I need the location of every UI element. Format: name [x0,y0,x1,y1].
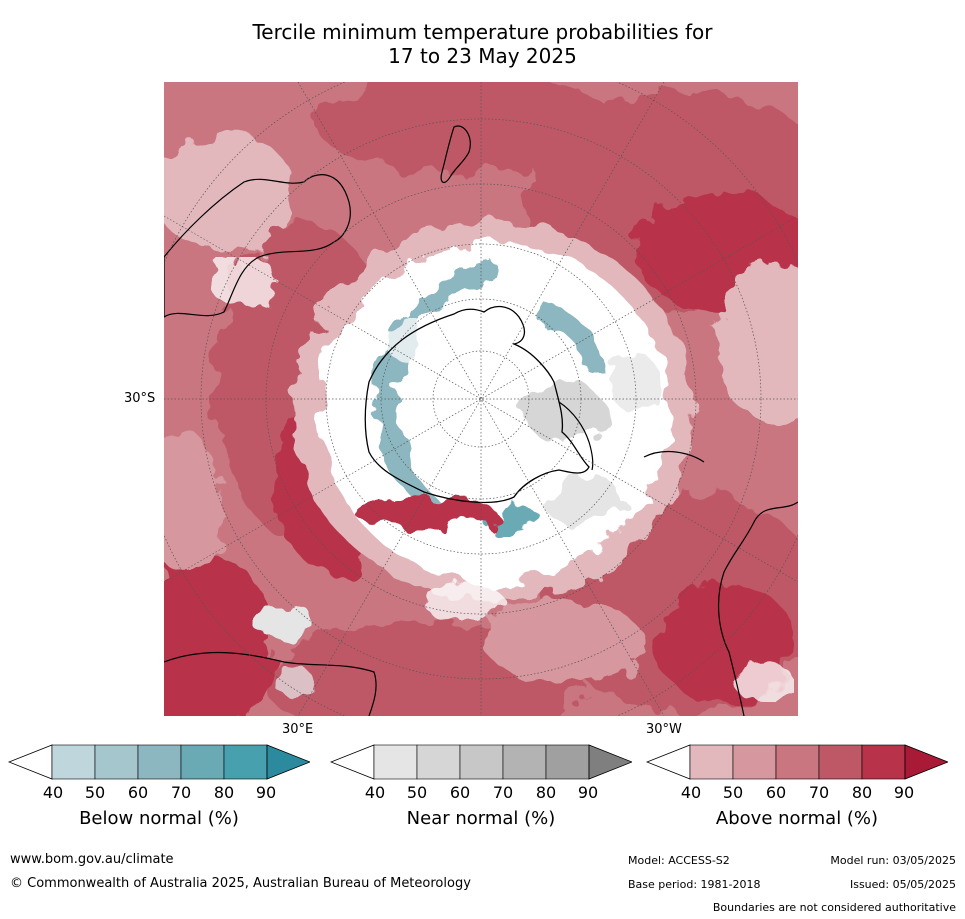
colorbar-above-normal [646,743,948,781]
tick-label: 50 [84,783,106,802]
colorbar-label-below: Below normal (%) [79,808,239,829]
title-line-1: Tercile minimum temperature probabilitie… [252,20,713,44]
colorbar-extend-high [588,744,632,780]
colorbar-near-normal [330,743,632,781]
tick-label: 60 [765,783,787,802]
base-period-text: Base period: 1981-2018 [628,878,761,891]
tick-label: 50 [406,783,428,802]
tick-label: 70 [170,783,192,802]
issued-text: Issued: 05/05/2025 [849,878,956,891]
colorbar-swatch [732,744,777,780]
colorbar-extend-high [904,744,948,780]
tick-label: 90 [255,783,277,802]
colorbar-swatch [459,744,504,780]
probability-map [134,53,844,745]
colorbar-swatch [94,744,139,780]
colorbar-swatch [416,744,461,780]
tick-label: 80 [213,783,235,802]
colorbar-extend-high [266,744,310,780]
website-link[interactable]: www.bom.gov.au/climate [10,852,174,867]
colorbar-swatch [373,744,418,780]
tick-label: 90 [893,783,915,802]
colorbar-swatch [861,744,906,780]
colorbar-extend-low [8,744,53,780]
colorbar-swatch [775,744,820,780]
colorbar-swatch [689,744,734,780]
colorbar-swatch [545,744,590,780]
tick-label: 70 [492,783,514,802]
model-text: Model: ACCESS-S2 [628,854,730,867]
chart-title: Tercile minimum temperature probabilitie… [0,20,965,68]
tick-label: 90 [577,783,599,802]
tick-label: 80 [535,783,557,802]
colorbar-swatch [223,744,268,780]
colorbar-swatch [137,744,182,780]
colorbar-label-near: Near normal (%) [406,808,556,829]
longitude-label-30e: 30°E [282,722,314,737]
tick-label: 40 [42,783,64,802]
disclaimer-text: Boundaries are not considered authoritat… [712,901,956,914]
model-run-text: Model run: 03/05/2025 [830,854,956,867]
colorbar-swatch [502,744,547,780]
colorbar-extend-low [330,744,375,780]
tick-label: 60 [127,783,149,802]
colorbar-swatch [180,744,225,780]
copyright-text: © Commonwealth of Australia 2025, Austra… [10,876,471,891]
colorbar-below-normal [8,743,310,781]
colorbar-swatch [51,744,96,780]
tick-label: 60 [449,783,471,802]
tick-label: 40 [680,783,702,802]
colorbar-label-above: Above normal (%) [715,808,879,829]
latitude-label: 30°S [124,391,156,406]
longitude-label-30w: 30°W [646,722,682,737]
tick-label: 40 [364,783,386,802]
colorbar-extend-low [646,744,691,780]
tick-label: 80 [851,783,873,802]
tick-label: 70 [808,783,830,802]
title-line-2: 17 to 23 May 2025 [388,44,577,68]
tick-label: 50 [722,783,744,802]
colorbar-swatch [818,744,863,780]
